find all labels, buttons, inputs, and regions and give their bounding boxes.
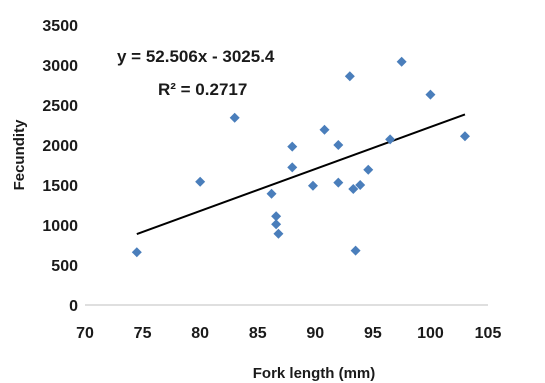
data-point [195,176,206,187]
x-tick-label: 95 [364,325,382,342]
data-point [131,247,142,258]
data-point [319,124,330,135]
x-axis-title: Fork length (mm) [253,365,376,382]
data-point [273,228,284,239]
data-point [459,131,470,142]
y-tick-label: 3000 [42,58,78,75]
data-point [271,219,282,230]
data-point [229,112,240,123]
data-point [271,211,282,222]
trendline [136,113,466,236]
data-point [307,180,318,191]
data-point [333,177,344,188]
x-axis-tick-labels: 70 75 80 85 90 95 100 105 [76,325,501,342]
x-tick-label: 80 [191,325,209,342]
y-tick-label: 2000 [42,138,78,155]
data-point [287,162,298,173]
data-point [266,188,277,199]
x-tick-label: 75 [134,325,152,342]
data-point [350,245,361,256]
y-tick-label: 1000 [42,218,78,235]
y-tick-label: 1500 [42,178,78,195]
data-point [287,141,298,152]
x-tick-label: 100 [417,325,444,342]
x-tick-label: 85 [249,325,267,342]
data-point [344,71,355,82]
x-tick-label: 90 [306,325,324,342]
data-point [348,184,359,194]
data-point [333,140,344,150]
x-tick-label: 105 [475,325,502,342]
r-squared-label: R² = 0.2717 [158,80,247,99]
x-tick-label: 70 [76,325,94,342]
trendline-equation: y = 52.506x - 3025.4 [117,47,275,66]
data-point [355,180,366,190]
data-point [425,89,436,100]
y-tick-label: 0 [69,298,78,315]
y-axis-tick-labels: 0 500 1000 1500 2000 2500 3000 3500 [42,18,78,315]
data-point [396,56,407,67]
y-tick-label: 500 [51,258,78,275]
y-tick-label: 2500 [42,98,78,115]
y-axis-title: Fecundity [11,119,28,190]
y-tick-label: 3500 [42,18,78,35]
data-point [363,164,374,175]
data-points [131,56,470,258]
data-point [385,134,396,145]
